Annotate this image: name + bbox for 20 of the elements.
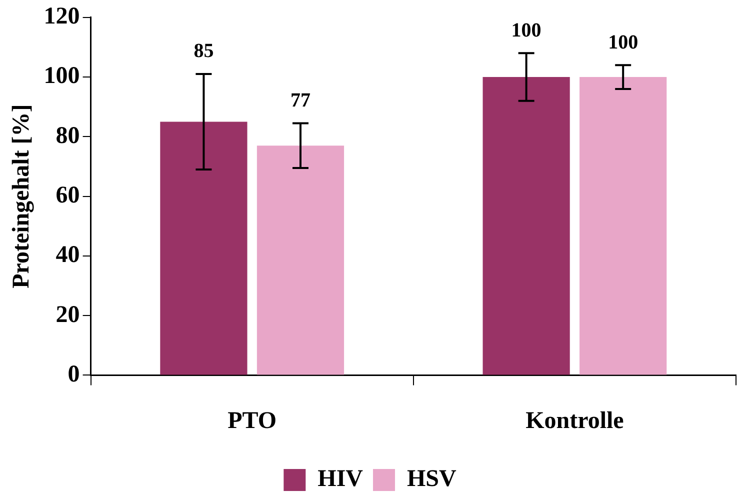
data-label: 85 bbox=[194, 40, 214, 62]
bar bbox=[256, 146, 344, 375]
legend-label: HSV bbox=[406, 466, 458, 492]
bar bbox=[160, 122, 248, 375]
y-tick-label: 20 bbox=[56, 302, 80, 328]
y-axis-title: Proteingehalt [%] bbox=[8, 104, 35, 288]
data-label: 100 bbox=[511, 19, 542, 42]
bar bbox=[580, 77, 667, 375]
x-tick-label: PTO bbox=[228, 408, 277, 434]
y-tick-label: 0 bbox=[68, 361, 80, 388]
y-tick-label: 120 bbox=[44, 4, 80, 30]
data-label: 77 bbox=[290, 89, 310, 112]
y-tick-label: 100 bbox=[44, 63, 80, 90]
x-tick-label: Kontrolle bbox=[526, 408, 624, 434]
legend-label: HIV bbox=[318, 466, 364, 492]
y-tick-label: 60 bbox=[56, 182, 80, 209]
y-tick-label: 40 bbox=[56, 242, 80, 268]
y-tick-label: 80 bbox=[56, 122, 80, 149]
bar bbox=[482, 77, 570, 375]
data-label: 100 bbox=[608, 31, 638, 54]
